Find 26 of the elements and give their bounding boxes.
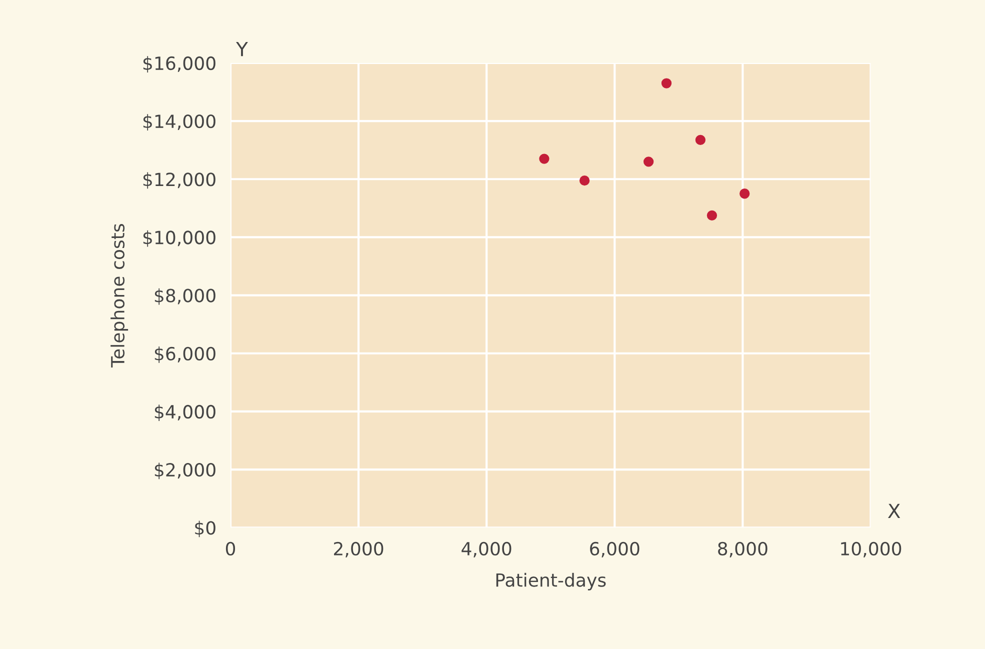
y-tick-label: $16,000 bbox=[143, 56, 216, 72]
x-tick-label: 8,000 bbox=[718, 542, 768, 558]
point bbox=[695, 134, 706, 146]
y-tick-label: $0 bbox=[195, 520, 216, 538]
x-tick-label: 6,000 bbox=[590, 542, 640, 558]
point bbox=[579, 175, 590, 186]
y-tick-label: $12,000 bbox=[143, 172, 216, 189]
y-tick-label: $4,000 bbox=[154, 404, 216, 421]
point bbox=[740, 188, 750, 199]
point bbox=[706, 210, 718, 221]
x-tick-label: 4,000 bbox=[462, 542, 512, 558]
y-tick-label: $2,000 bbox=[154, 462, 216, 480]
x-tick-label: 2,000 bbox=[334, 542, 384, 558]
text: Y bbox=[236, 42, 248, 56]
y-tick-label: $10,000 bbox=[143, 230, 216, 247]
x-tick-label: 10,000 bbox=[841, 542, 902, 558]
y-axis-title: Telephone costs bbox=[110, 224, 128, 368]
y-tick-label: $6,000 bbox=[154, 346, 216, 363]
point bbox=[643, 156, 654, 167]
x-tick-label: 0 bbox=[226, 542, 236, 556]
text: X bbox=[888, 504, 900, 518]
x-axis-title: Patient-days bbox=[496, 572, 606, 590]
point bbox=[661, 78, 672, 88]
point bbox=[539, 154, 550, 164]
y-tick-label: $8,000 bbox=[154, 288, 216, 305]
y-tick-label: $14,000 bbox=[143, 114, 216, 131]
